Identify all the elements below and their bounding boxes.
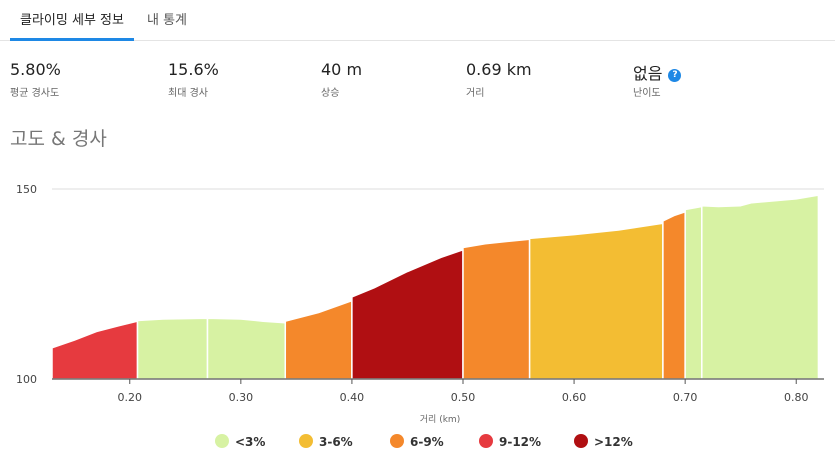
- x-tick-label: 0.30: [229, 391, 254, 404]
- stat-label: 평균 경사도: [10, 88, 60, 99]
- legend-swatch: [390, 434, 404, 448]
- stat-value: 5.80%: [10, 60, 61, 79]
- tab-my-stats[interactable]: 내 통계: [146, 13, 187, 28]
- x-tick-label: 0.40: [340, 391, 365, 404]
- x-tick-label: 0.60: [562, 391, 587, 404]
- grade-segment: [528, 222, 664, 380]
- y-tick-label: 100: [16, 373, 37, 386]
- stat-value: 없음: [633, 64, 663, 83]
- stat-value: 0.69 km: [466, 60, 532, 79]
- legend-item[interactable]: 9-12%: [479, 434, 541, 449]
- legend-item[interactable]: <3%: [215, 434, 265, 449]
- x-axis-title: 거리 (km): [420, 414, 460, 425]
- section-title: 고도 & 경사: [10, 128, 107, 150]
- stat-elevation-gain: 40 m 상승: [321, 60, 362, 99]
- chart-legend: <3% 3-6% 6-9% 9-12% >12%: [0, 432, 835, 456]
- stat-label: 상승: [321, 88, 340, 99]
- x-tick-label: 0.50: [451, 391, 476, 404]
- grade-segment: [684, 205, 703, 380]
- stat-difficulty: 없음? 난이도: [633, 60, 682, 99]
- y-tick-label: 150: [16, 183, 37, 196]
- stat-value: 40 m: [321, 60, 363, 79]
- legend-swatch: [574, 434, 588, 448]
- grade-segment: [51, 320, 139, 380]
- legend-label: 3-6%: [319, 435, 353, 449]
- stat-distance: 0.69 km 거리: [466, 60, 532, 99]
- x-tick-label: 0.70: [673, 391, 698, 404]
- grade-segment: [462, 238, 531, 380]
- legend-label: >12%: [594, 435, 633, 449]
- stat-label: 거리: [466, 88, 485, 99]
- legend-label: 6-9%: [410, 435, 444, 449]
- x-tick-label: 0.20: [118, 391, 143, 404]
- stat-max-grade: 15.6% 최대 경사: [168, 60, 219, 99]
- stat-value: 15.6%: [168, 60, 219, 79]
- stat-average-grade: 5.80% 평균 경사도: [10, 60, 61, 99]
- legend-item[interactable]: >12%: [574, 434, 633, 449]
- grade-segment: [662, 211, 686, 380]
- grade-segment: [206, 317, 287, 380]
- grade-segment: [284, 299, 353, 380]
- legend-swatch: [479, 434, 493, 448]
- stat-value-row: 없음?: [633, 60, 682, 83]
- x-tick-label: 0.80: [784, 391, 809, 404]
- stat-label: 최대 경사: [168, 88, 208, 99]
- tab-bar: 클라이밍 세부 정보 내 통계: [0, 0, 835, 41]
- grade-segment: [351, 249, 464, 380]
- legend-item[interactable]: 3-6%: [299, 434, 353, 449]
- help-icon[interactable]: ?: [668, 69, 682, 82]
- stat-label: 난이도: [633, 88, 661, 99]
- legend-label: <3%: [235, 435, 266, 449]
- legend-item[interactable]: 6-9%: [390, 434, 444, 449]
- legend-swatch: [215, 434, 229, 448]
- legend-swatch: [299, 434, 313, 448]
- grade-segment: [136, 317, 209, 380]
- legend-label: 9-12%: [499, 435, 542, 449]
- grade-segment: [701, 194, 820, 380]
- tab-climb-details[interactable]: 클라이밍 세부 정보: [10, 0, 134, 41]
- elevation-grade-chart: 100 150 0.20 0.30 0.40 0.50 0.60 0.70 0.80 거리 (km…: [16, 183, 824, 425]
